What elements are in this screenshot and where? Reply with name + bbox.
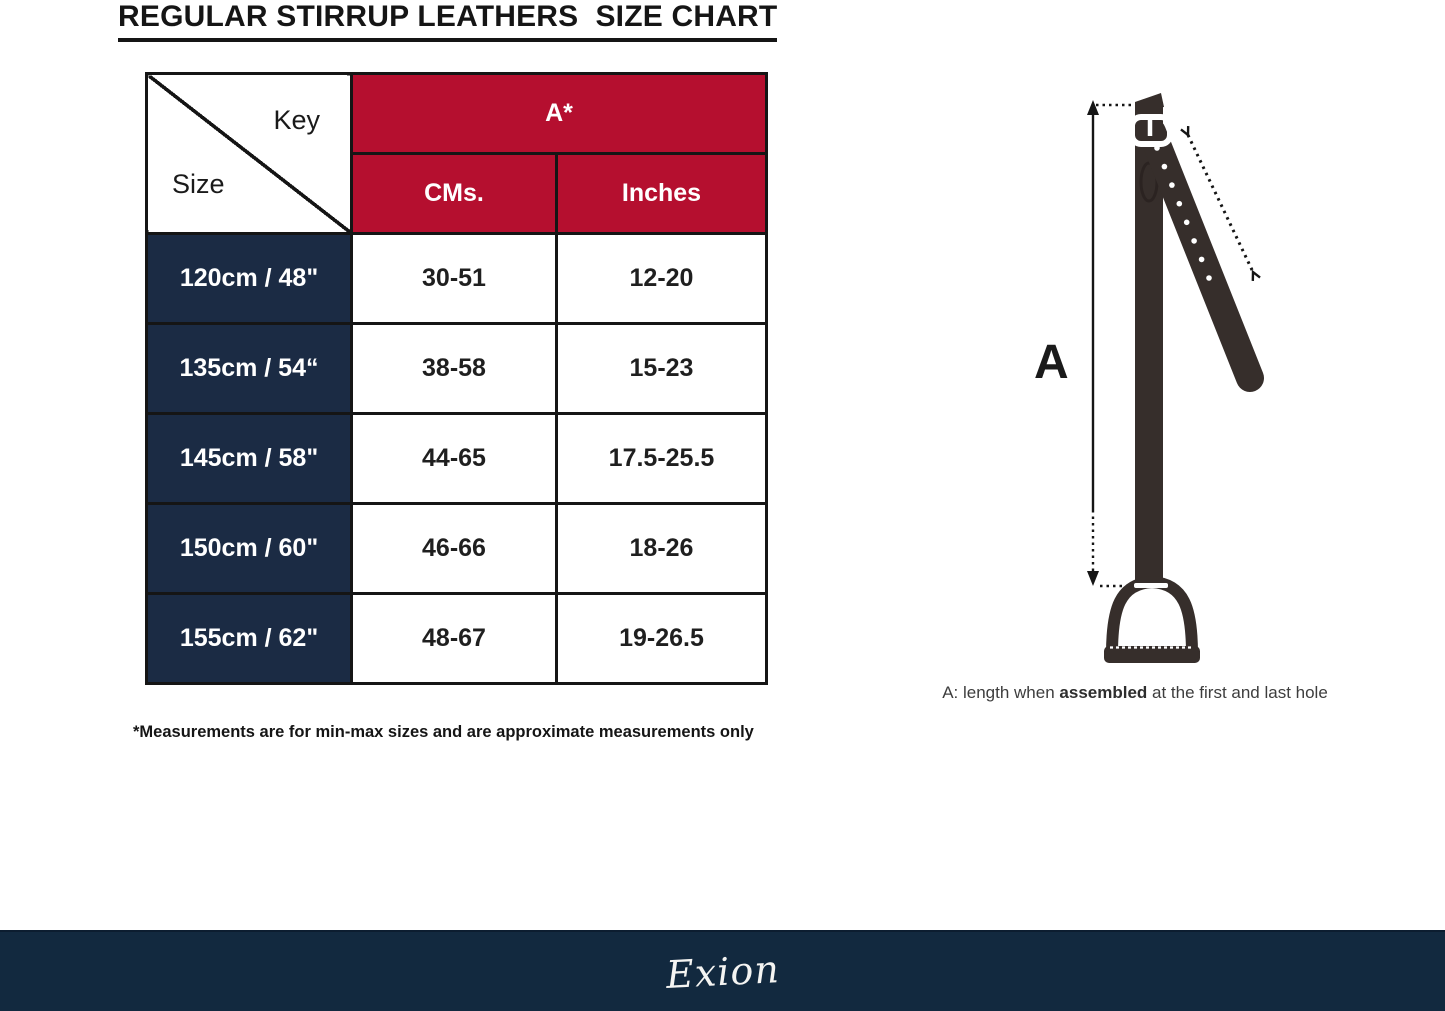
corner-size-label: Size: [172, 169, 225, 199]
caption-bold: assembled: [1059, 683, 1148, 702]
diagonal-measure-arrow: [1188, 135, 1253, 272]
inches-cell: 19-26.5: [555, 592, 768, 685]
page-title: REGULAR STIRRUP LEATHERS SIZE CHART: [118, 0, 778, 42]
cms-cell: 30-51: [350, 232, 558, 325]
col-header-cms: CMs.: [350, 152, 558, 235]
table-row: 135cm / 54“ 38-58 15-23: [145, 322, 768, 415]
cms-cell: 44-65: [350, 412, 558, 505]
size-cell: 135cm / 54“: [145, 322, 353, 415]
size-chart-table: Key Size A* CMs. Inches 120cm / 48" 30-5…: [145, 72, 768, 685]
size-cell: 150cm / 60": [145, 502, 353, 595]
diagonal-strap: [1138, 118, 1264, 392]
stirrup-leather-diagram: A: [1034, 93, 1264, 663]
col-header-inches: Inches: [555, 152, 768, 235]
table-row: 145cm / 58" 44-65 17.5-25.5: [145, 412, 768, 505]
cms-cell: 48-67: [350, 592, 558, 685]
corner-key-label: Key: [273, 105, 320, 135]
vertical-measure-line: [1087, 100, 1150, 588]
corner-cell: Key Size: [145, 72, 353, 235]
caption-suffix: at the first and last hole: [1147, 683, 1328, 702]
buckle-icon: [1129, 114, 1173, 147]
table-row: 150cm / 60" 46-66 18-26: [145, 502, 768, 595]
footer-bar: Exion: [0, 930, 1445, 1011]
stirrup-iron: [1104, 575, 1200, 663]
brand-logo: Exion: [664, 946, 781, 997]
size-cell: 145cm / 58": [145, 412, 353, 505]
cms-cell: 46-66: [350, 502, 558, 595]
size-cell: 155cm / 62": [145, 592, 353, 685]
cms-cell: 38-58: [350, 322, 558, 415]
measurements-footnote: *Measurements are for min-max sizes and …: [133, 723, 754, 741]
inches-cell: 18-26: [555, 502, 768, 595]
diagram-caption: A: length when assembled at the first an…: [900, 683, 1370, 703]
table-row: 155cm / 62" 48-67 19-26.5: [145, 592, 768, 685]
measure-label-a: A: [1034, 336, 1069, 389]
inches-cell: 12-20: [555, 232, 768, 325]
size-cell: 120cm / 48": [145, 232, 353, 325]
inches-cell: 15-23: [555, 322, 768, 415]
inches-cell: 17.5-25.5: [555, 412, 768, 505]
caption-prefix: A: length when: [942, 683, 1060, 702]
group-header-a: A*: [350, 72, 768, 155]
table-row: 120cm / 48" 30-51 12-20: [145, 232, 768, 325]
